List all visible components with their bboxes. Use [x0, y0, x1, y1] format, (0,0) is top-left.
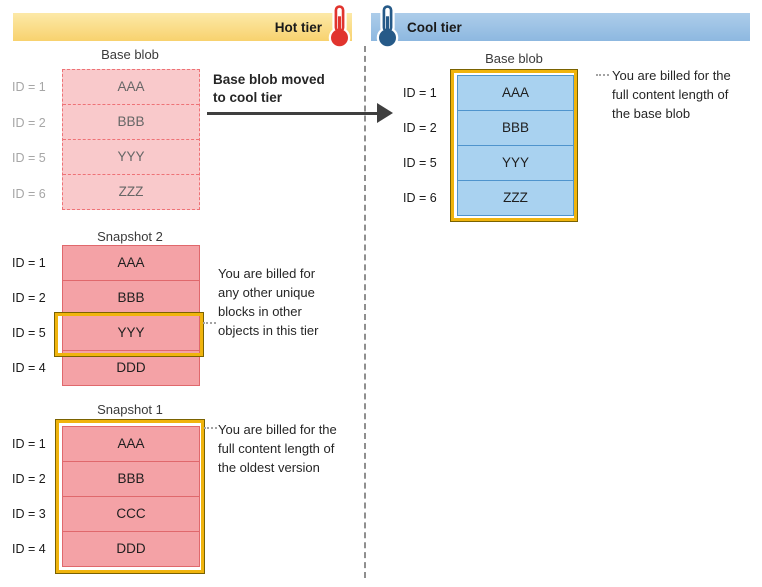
- row-id-label: ID = 4: [12, 542, 46, 556]
- snapshot2-note: You are billed for any other unique bloc…: [218, 266, 319, 338]
- row-id-label: ID = 1: [12, 256, 46, 270]
- block-cell: DDD: [63, 350, 199, 385]
- block-cell: YYY: [63, 315, 199, 350]
- row-id-label: ID = 6: [12, 186, 46, 201]
- snapshot1-id-column: ID = 1 ID = 2 ID = 3 ID = 4: [12, 427, 58, 567]
- block-cell: AAA: [501, 85, 529, 100]
- row-id-label: ID = 2: [12, 472, 46, 486]
- row-id-label: ID = 6: [403, 191, 437, 205]
- row-id-label: ID = 3: [12, 507, 46, 521]
- row-id-label: ID = 1: [12, 80, 46, 94]
- block-cell: BBB: [63, 461, 199, 496]
- snapshot1-block: AAA BBB CCC DDD: [62, 426, 200, 567]
- block-cell: YYY: [63, 139, 199, 174]
- hot-base-blob-title: Base blob: [101, 47, 159, 62]
- snapshot1-note: You are billed for the full content leng…: [218, 422, 337, 475]
- row-id-label: ID = 5: [12, 151, 46, 165]
- row-id-label: ID = 2: [12, 291, 46, 305]
- snapshot1-title: Snapshot 1: [97, 402, 163, 417]
- block-cell: ZZZ: [458, 180, 573, 215]
- block-cell: BBB: [63, 104, 199, 139]
- row-id-label: ID = 2: [403, 121, 437, 135]
- snapshot2-note-connector: [203, 322, 216, 324]
- block-cell: YYY: [458, 145, 573, 180]
- snapshot2-title: Snapshot 2: [97, 229, 163, 244]
- hot-tier-label: Hot tier: [274, 19, 322, 35]
- row-id-label: ID = 1: [12, 437, 46, 451]
- block-cell: BBB: [458, 110, 573, 145]
- snapshot1-note-connector: [204, 427, 217, 429]
- block-cell: BBB: [63, 280, 199, 315]
- row-id-label: ID = 5: [403, 156, 437, 170]
- row-id-label: ID = 2: [12, 115, 46, 130]
- red-thermometer-icon: [328, 4, 351, 47]
- cool-base-blob-title: Base blob: [485, 51, 543, 66]
- block-cell: AAA: [117, 79, 145, 94]
- block-cell: DDD: [63, 531, 199, 566]
- move-arrow-label: Base blob moved to cool tier: [213, 72, 325, 105]
- block-cell: AAA: [117, 436, 145, 451]
- cool-tier-header: Cool tier: [371, 13, 750, 41]
- cool-base-blob-id-column: ID = 1 ID = 2 ID = 5 ID = 6: [403, 76, 451, 216]
- hot-base-blob-id-column: ID = 1 ID = 2 ID = 5 ID = 6: [12, 70, 58, 212]
- hot-tier-header: Hot tier: [13, 13, 352, 41]
- blue-thermometer-icon: [376, 4, 399, 47]
- cool-base-blob-block: AAA BBB YYY ZZZ: [457, 75, 574, 216]
- move-arrow: [207, 112, 378, 115]
- block-cell: AAA: [117, 255, 145, 270]
- tier-divider: [364, 46, 366, 578]
- block-cell: CCC: [63, 496, 199, 531]
- row-id-label: ID = 5: [12, 326, 46, 340]
- cool-base-blob-note-connector: [596, 74, 609, 76]
- row-id-label: ID = 1: [403, 86, 437, 100]
- snapshot2-id-column: ID = 1 ID = 2 ID = 5 ID = 4: [12, 246, 58, 386]
- move-arrow-head: [377, 103, 393, 123]
- block-cell: ZZZ: [63, 174, 199, 209]
- snapshot2-block: AAA BBB YYY DDD: [62, 245, 200, 386]
- hot-base-blob-block: AAA BBB YYY ZZZ: [62, 69, 200, 210]
- cool-tier-label: Cool tier: [407, 19, 462, 35]
- row-id-label: ID = 4: [12, 361, 46, 375]
- cool-base-blob-note: You are billed for the full content leng…: [612, 68, 731, 121]
